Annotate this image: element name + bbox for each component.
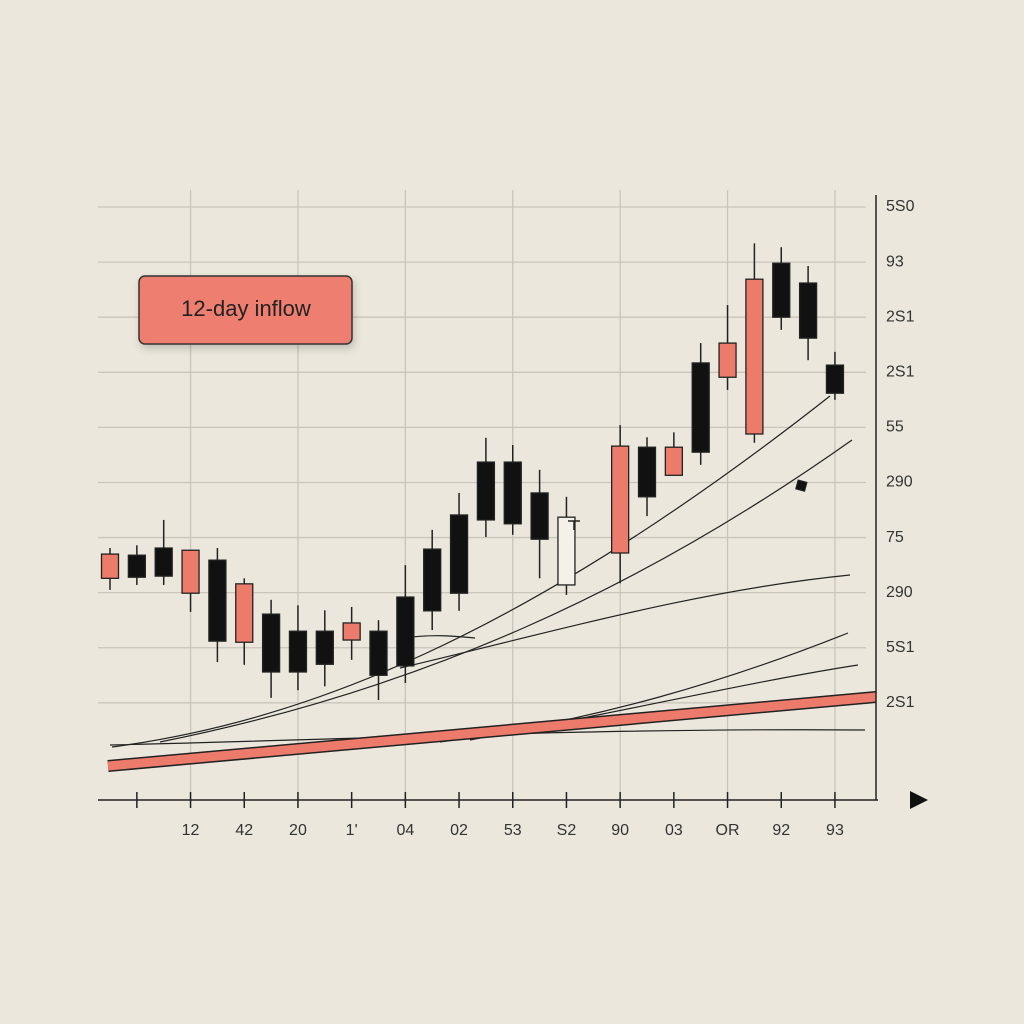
band-fill	[107, 692, 877, 771]
candle-body	[718, 342, 737, 378]
annotation: 12-day inflow	[138, 275, 353, 345]
x-tick-label: 03	[665, 822, 683, 839]
y-tick-label: 2S1	[886, 364, 915, 381]
annotation-box	[138, 275, 353, 345]
y-tick-label: 55	[886, 419, 904, 436]
candles	[100, 243, 845, 701]
x-tick-label: 92	[772, 822, 790, 839]
y-tick-label: 75	[886, 529, 904, 546]
x-tick-label: 02	[450, 822, 468, 839]
candle-body	[208, 559, 227, 642]
candle-body	[423, 548, 442, 612]
x-tick-label: OR	[716, 822, 740, 839]
y-tick-label: 5S0	[886, 198, 915, 215]
candle-body	[181, 549, 200, 594]
x-tick-label: 93	[826, 822, 844, 839]
candle-body	[476, 461, 496, 521]
x-tick-label: 1'	[346, 822, 358, 839]
x-axis-arrow	[910, 791, 928, 809]
candle-body	[745, 278, 764, 435]
candle-body	[825, 364, 845, 394]
candle-body	[664, 446, 683, 476]
candle-body	[154, 547, 173, 577]
y-tick-label: 2S1	[886, 694, 915, 711]
candle-body	[342, 622, 361, 641]
x-tick-label: S2	[557, 822, 577, 839]
candle-body	[127, 554, 147, 578]
t-mark	[568, 520, 580, 530]
x-tick-label: 04	[396, 822, 414, 839]
candle-body	[261, 613, 281, 673]
trend-line	[399, 574, 851, 669]
x-tick-label: 90	[611, 822, 629, 839]
annotation-text: 12-day inflow	[181, 296, 311, 321]
candle-body	[530, 492, 549, 540]
candle-body	[637, 446, 657, 498]
candle-body	[772, 262, 791, 318]
trend-line	[404, 635, 476, 639]
candle-body	[315, 630, 334, 665]
y-tick-label: 290	[886, 474, 913, 491]
trend-line	[159, 439, 853, 743]
y-tick-label: 93	[886, 253, 904, 270]
x-tick-label: 12	[182, 822, 200, 839]
trend-line	[111, 395, 831, 748]
x-tick-label: 53	[504, 822, 522, 839]
y-tick-label: 2S1	[886, 308, 915, 325]
candle-body	[369, 630, 388, 676]
candle-body	[798, 282, 818, 339]
candle-body	[449, 514, 469, 594]
candle-body	[288, 630, 308, 673]
marker	[795, 479, 808, 492]
candle-body	[100, 553, 120, 579]
y-tick-label: 290	[886, 584, 913, 601]
candle-body	[691, 362, 710, 453]
candle-body	[557, 516, 576, 586]
candle-body	[396, 596, 415, 667]
x-tick-label: 42	[235, 822, 253, 839]
candle-body	[611, 445, 630, 554]
candle-body	[503, 461, 522, 525]
x-tick-label: 20	[289, 822, 307, 839]
band	[107, 691, 877, 772]
y-tick-label: 5S1	[886, 639, 915, 656]
candle-body	[235, 583, 254, 643]
